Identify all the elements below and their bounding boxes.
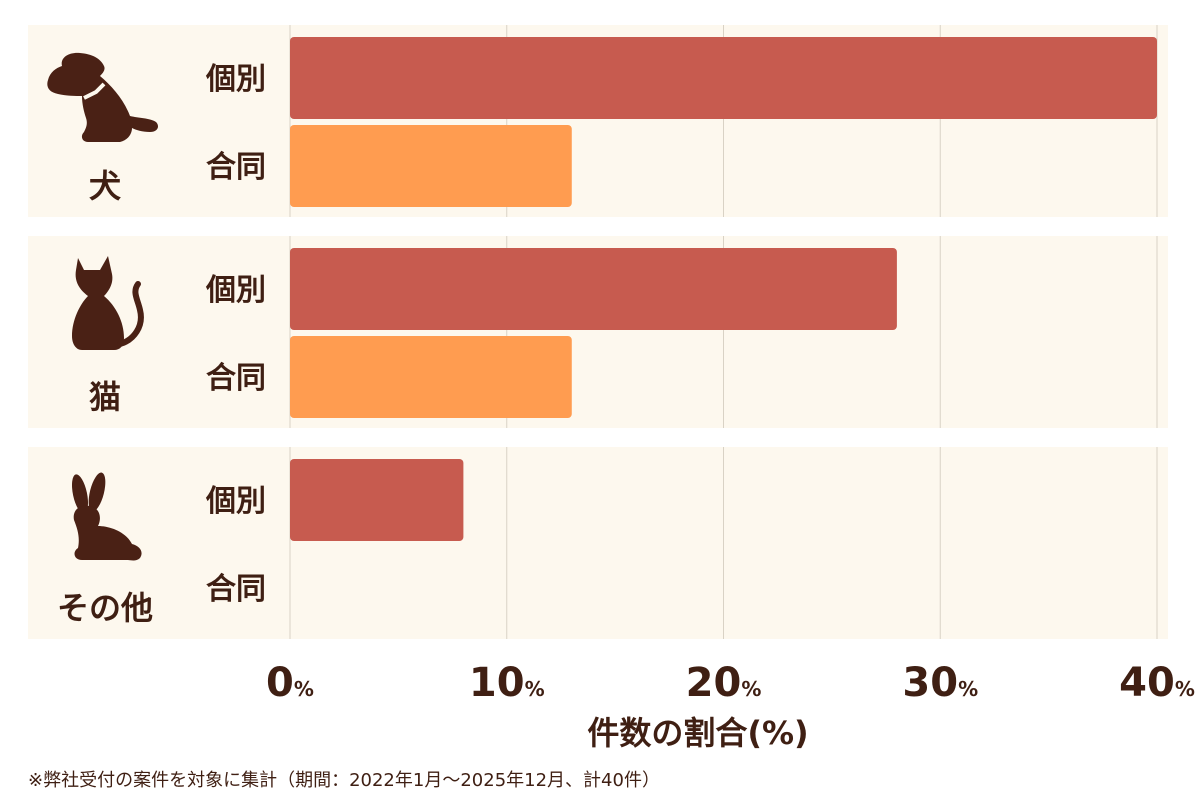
x-tick-label: 20% [686,660,762,706]
rabbit-ear [71,474,89,514]
series-label: 合同 [206,150,266,185]
bar-joint [290,336,572,418]
x-axis-title: 件数の割合(%) [587,714,809,752]
x-tick-label: 0% [266,660,314,706]
series-label: 個別 [205,273,266,308]
dog-icon [47,52,158,142]
group-label: 犬 [89,167,121,205]
dog-collar [83,82,106,100]
bar-individual [290,459,464,541]
series-label: 合同 [206,572,266,607]
series-label: 個別 [205,484,266,519]
dog-body [47,52,158,142]
x-tick-label: 30% [902,660,978,706]
bar-individual [290,248,897,330]
series-label: 個別 [205,62,266,97]
group-panel [28,447,1168,639]
rabbit-body [73,505,142,561]
x-tick-label: 10% [469,660,545,706]
x-tick-label: 40% [1119,660,1195,706]
series-label: 合同 [206,361,266,396]
bar-individual [290,37,1157,119]
cat-tail [117,281,144,347]
group-label: その他 [57,589,153,627]
rabbit-ear [88,472,106,512]
bar-joint [290,125,572,207]
rabbit-icon [71,472,142,561]
cat-icon [72,256,144,350]
footnote: ※弊社受付の案件を対象に集計（期間：2022年1月～2025年12月、計40件） [28,770,660,791]
cat-body [72,256,124,350]
group-label: 猫 [89,378,121,416]
